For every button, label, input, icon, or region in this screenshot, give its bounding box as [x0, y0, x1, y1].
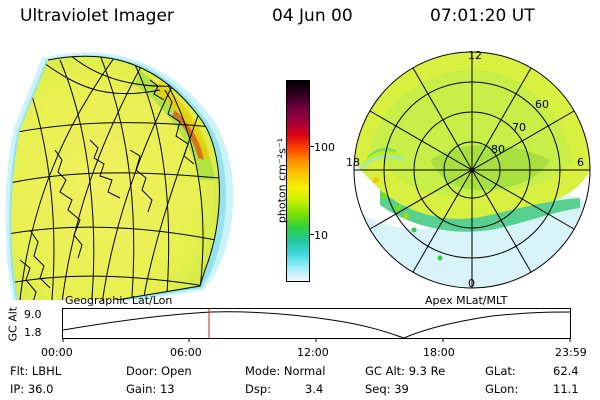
timeline-ylabel: GC Alt	[6, 306, 20, 342]
door-info: Door: Open	[126, 364, 192, 378]
gc-alt-info: GC Alt: 9.3 Re	[365, 364, 446, 378]
colorbar	[286, 80, 310, 282]
mlt-label-0: 0	[468, 277, 475, 290]
polar-image	[353, 51, 591, 289]
timeline-xtick-1200: 12:00	[297, 346, 329, 359]
glat-value: 62.4	[553, 364, 579, 378]
colorbar-tick-100: 100	[314, 141, 335, 154]
dsp-value: 3.4	[305, 382, 324, 396]
flt-info: Flt: LBHL	[10, 364, 62, 378]
seq-info: Seq: 39	[365, 382, 409, 396]
mlat-label-70: 70	[512, 121, 526, 134]
mode-info: Mode: Normal	[245, 364, 326, 378]
timeline-xtick-2359: 23:59	[555, 346, 587, 359]
timeline-ytick-high: 9.0	[24, 308, 42, 321]
coastlines	[19, 79, 195, 300]
timeline-xtick-0600: 06:00	[170, 346, 202, 359]
date-label: 04 Jun 00	[272, 6, 353, 26]
colorbar-tick-mark	[310, 234, 314, 235]
altitude-timeline	[62, 308, 571, 342]
instrument-title: Ultraviolet Imager	[20, 6, 174, 26]
mlt-label-18: 18	[346, 156, 360, 169]
mlt-label-6: 6	[577, 156, 584, 169]
time-label: 07:01:20 UT	[430, 6, 535, 26]
colorbar-tick-mark	[310, 146, 314, 147]
timeline-ytick-low: 1.8	[24, 326, 42, 339]
gain-info: Gain: 13	[126, 382, 175, 396]
mlat-mlt-grid	[353, 51, 591, 289]
timeline-xtick-0000: 00:00	[41, 346, 73, 359]
glat-label: GLat:	[485, 364, 516, 378]
colorbar-unit-label: photon cm⁻²s⁻¹	[275, 137, 289, 224]
mlat-label-80: 80	[491, 143, 505, 156]
left-panel-caption: Geographic Lat/Lon	[65, 294, 173, 307]
mlat-label-60: 60	[535, 98, 549, 111]
colorbar-tick-10: 10	[314, 229, 328, 242]
right-panel-caption: Apex MLat/MLT	[425, 294, 508, 307]
timeline-xtick-1800: 18:00	[423, 346, 455, 359]
glon-value: 11.1	[553, 382, 579, 396]
geographic-image	[5, 52, 234, 300]
ip-info: IP: 36.0	[10, 382, 54, 396]
glon-label: GLon:	[485, 382, 519, 396]
altitude-curve	[62, 311, 571, 339]
dayside-arc-blobs	[358, 147, 405, 171]
dsp-label: Dsp:	[245, 382, 272, 396]
mlt-label-12: 12	[468, 49, 482, 62]
